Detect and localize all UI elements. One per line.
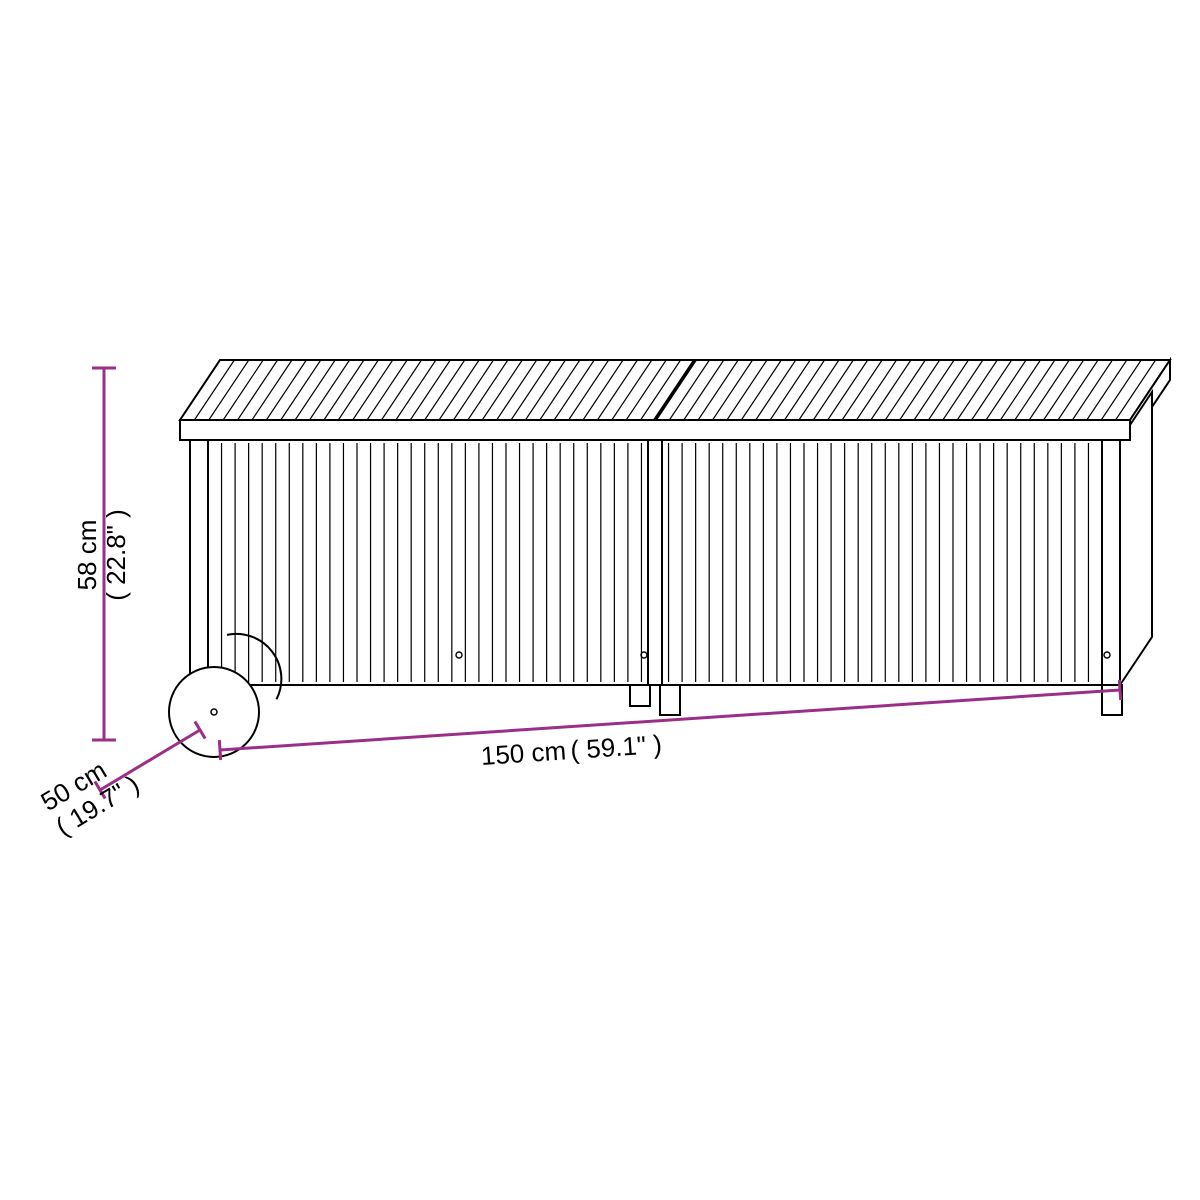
height-in: ( 22.8" ) (102, 509, 131, 601)
diagram-canvas: 58 cm ( 22.8" ) 50 cm ( 19.7" ) 150 cm (… (0, 0, 1200, 1200)
height-label: 58 cm ( 22.8" ) (73, 509, 130, 601)
storage-box-drawing (0, 0, 1200, 1200)
width-in: ( 59.1" ) (569, 729, 662, 765)
width-cm: 150 cm (480, 735, 567, 771)
height-cm: 58 cm (73, 509, 102, 601)
